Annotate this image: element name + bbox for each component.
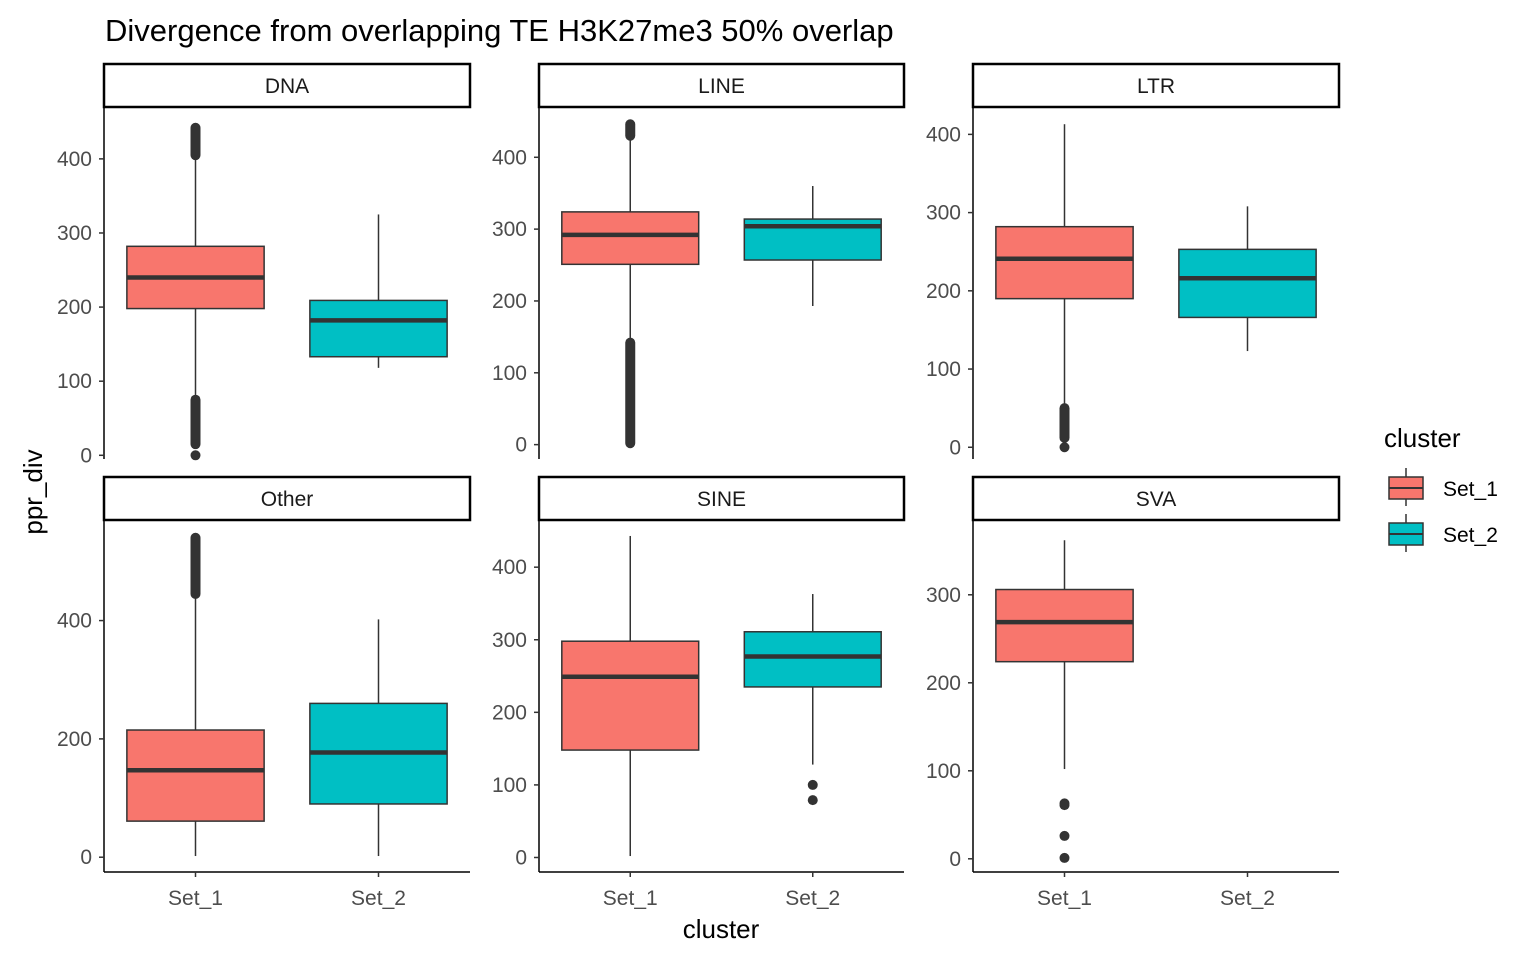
legend-label: Set_2	[1443, 524, 1498, 547]
y-tick-label: 300	[492, 218, 527, 241]
x-tick-label: Set_2	[785, 887, 840, 910]
y-tick-label: 200	[926, 280, 961, 303]
outlier-point	[190, 450, 201, 461]
box-set_1	[561, 119, 700, 449]
y-tick-label: 0	[515, 846, 527, 869]
legend-key-set_2: Set_2	[1388, 514, 1498, 552]
legend: cluster Set_1 Set_2	[1384, 423, 1498, 552]
y-tick-label: 300	[492, 629, 527, 652]
strip-label: SINE	[697, 488, 746, 511]
box-iqr	[126, 729, 265, 822]
outlier-point	[807, 779, 818, 790]
strip-line	[537, 62, 906, 109]
panel-sva: SVA 0 100 200 300 Set_1 Set_2	[926, 475, 1341, 910]
chart-title: Divergence from overlapping TE H3K27me3 …	[105, 13, 894, 48]
x-tick-label: Set_2	[351, 887, 406, 910]
legend-label: Set_1	[1443, 478, 1498, 501]
y-tick-label: 100	[492, 774, 527, 797]
y-tick-label: 100	[492, 362, 527, 385]
y-tick-label: 0	[80, 444, 92, 467]
y-tick-label: 100	[926, 760, 961, 783]
y-tick-label: 0	[80, 846, 92, 869]
y-tick-label: 400	[57, 610, 92, 633]
y-tick-label: 100	[926, 358, 961, 381]
x-tick-label: Set_2	[1220, 887, 1275, 910]
strip-dna	[102, 62, 472, 109]
x-axis-title: cluster	[683, 914, 760, 944]
strip-sva	[971, 475, 1341, 522]
y-axis-title: ppr_div	[18, 449, 48, 534]
outlier-point	[1059, 830, 1070, 841]
box-set_2	[309, 619, 448, 857]
strip-other	[102, 475, 472, 522]
panel-sine: SINE 0 100 200 300 400 Set_1 Set_2	[492, 475, 906, 910]
legend-key-set_1: Set_1	[1388, 468, 1498, 506]
outlier-point	[807, 795, 818, 806]
box-iqr	[995, 588, 1134, 663]
y-tick-label: 0	[949, 436, 961, 459]
box-iqr	[995, 225, 1134, 300]
strip-ltr	[971, 62, 1341, 109]
strip-label: DNA	[265, 75, 309, 98]
outlier-point	[1059, 800, 1070, 811]
box-iqr	[561, 640, 700, 751]
box-iqr	[743, 631, 882, 688]
y-tick-label: 400	[492, 556, 527, 579]
box-iqr	[561, 211, 700, 266]
y-tick-label: 200	[492, 290, 527, 313]
box-set_2	[743, 186, 882, 306]
y-tick-label: 300	[926, 584, 961, 607]
strip-label: LINE	[698, 75, 745, 98]
panel-other: Other 0 200 400 Set_1 Set_2	[57, 475, 472, 910]
panel-ltr: LTR 0 100 200 300 400	[926, 62, 1341, 459]
y-tick-label: 400	[926, 123, 961, 146]
box-set_2	[743, 594, 882, 806]
outlier-point	[1059, 852, 1070, 863]
box-set_2	[1178, 206, 1317, 352]
strip-label: SVA	[1136, 488, 1176, 511]
box-set_1	[995, 124, 1134, 453]
x-tick-label: Set_1	[1037, 887, 1092, 910]
y-tick-label: 300	[926, 202, 961, 225]
strip-label: LTR	[1137, 75, 1175, 98]
box-set_2	[309, 214, 448, 368]
box-set_1	[561, 535, 700, 857]
y-tick-label: 200	[57, 728, 92, 751]
y-tick-label: 200	[492, 701, 527, 724]
legend-title: cluster	[1384, 423, 1461, 453]
panel-dna: DNA 0 100 200 300 400	[57, 62, 472, 467]
y-tick-label: 200	[57, 296, 92, 319]
y-tick-label: 400	[492, 146, 527, 169]
box-iqr	[1178, 248, 1317, 319]
strip-label: Other	[261, 488, 314, 511]
box-set_1	[995, 540, 1134, 863]
box-set_1	[126, 122, 265, 461]
strip-sine	[537, 475, 906, 522]
x-tick-label: Set_1	[168, 887, 223, 910]
facet-panels: DNA 0 100 200 300 400 LINE 0 100 200 300 400 LTR 0 100…	[57, 62, 1341, 910]
box-set_1	[126, 532, 265, 857]
y-tick-label: 100	[57, 370, 92, 393]
y-tick-label: 400	[57, 148, 92, 171]
outlier-point	[1059, 442, 1070, 453]
y-tick-label: 0	[949, 848, 961, 871]
box-iqr	[309, 299, 448, 358]
y-tick-label: 200	[926, 672, 961, 695]
panel-line: LINE 0 100 200 300 400	[492, 62, 906, 459]
x-tick-label: Set_1	[603, 887, 658, 910]
y-tick-label: 300	[57, 222, 92, 245]
y-tick-label: 0	[515, 434, 527, 457]
